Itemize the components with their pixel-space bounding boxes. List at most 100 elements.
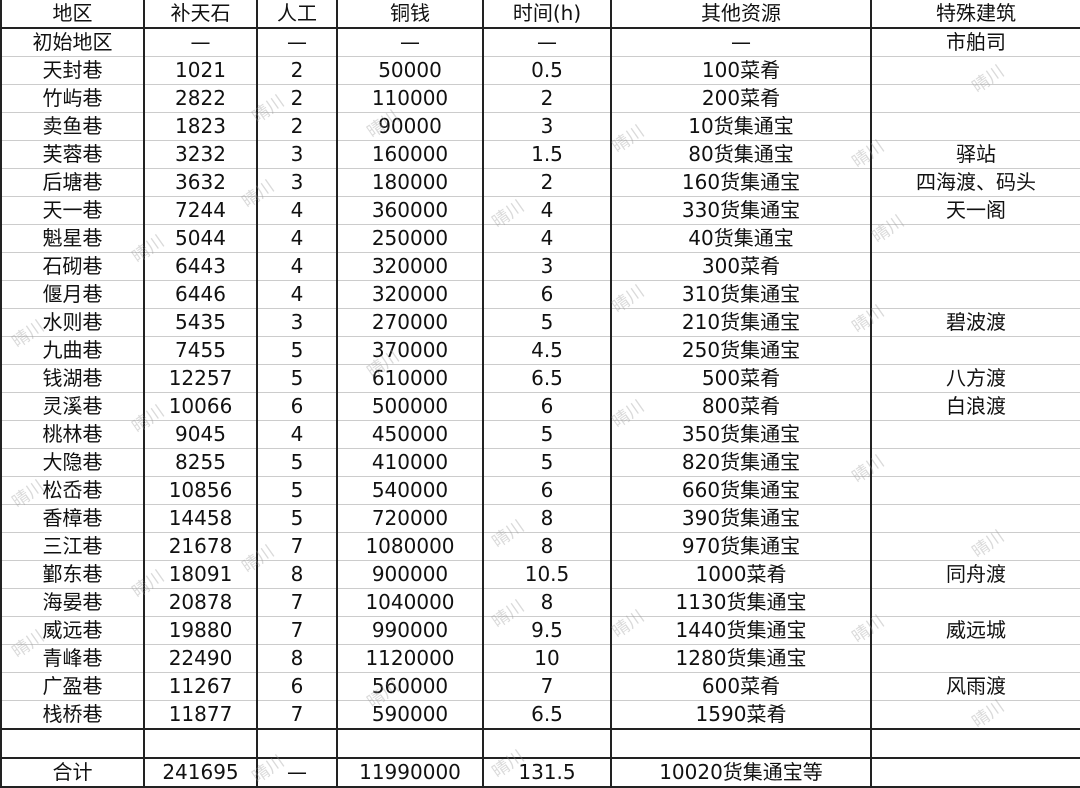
table-cell: 7 [256,532,338,561]
table-cell: 250000 [336,224,484,253]
table-row: 初始地区 — — — — — 市舶司 [0,28,1080,57]
table-cell: 3232 [143,140,258,169]
column-header: 补天石 [143,0,258,29]
table-cell: 4 [256,252,338,281]
empty-cell [0,728,145,759]
table-cell: 820货集通宝 [610,448,872,477]
table-row: 鄞东巷 18091 8 900000 10.5 1000菜肴 同舟渡 [0,560,1080,589]
table-cell: 350货集通宝 [610,420,872,449]
table-cell: 5 [482,308,612,337]
table-cell: 1000菜肴 [610,560,872,589]
table-row: 竹屿巷 2822 2 110000 2 200菜肴 [0,84,1080,113]
table-cell: 10货集通宝 [610,112,872,141]
table-cell: 魁星巷 [0,224,145,253]
table-row: 灵溪巷 10066 6 500000 6 800菜肴 白浪渡 [0,392,1080,421]
table-cell: 市舶司 [870,28,1080,57]
table-cell: 450000 [336,420,484,449]
header-row: 地区 补天石 人工 铜钱 时间(h) 其他资源 特殊建筑 [0,0,1080,29]
table-cell: 3 [482,252,612,281]
table-cell: 钱湖巷 [0,364,145,393]
table-cell: 1823 [143,112,258,141]
table-row: 海晏巷 20878 7 1040000 8 1130货集通宝 [0,588,1080,617]
table-cell: 360000 [336,196,484,225]
table-cell: 1280货集通宝 [610,644,872,673]
table-cell: 9.5 [482,616,612,645]
table-cell: 4 [256,280,338,309]
table-cell: 390货集通宝 [610,504,872,533]
table-cell: 22490 [143,644,258,673]
table-cell: 5 [256,364,338,393]
table-cell: 竹屿巷 [0,84,145,113]
table-cell: 160货集通宝 [610,168,872,197]
table-row: 香樟巷 14458 5 720000 8 390货集通宝 [0,504,1080,533]
table-cell: 500菜肴 [610,364,872,393]
table-cell: 7244 [143,196,258,225]
table-cell [870,700,1080,730]
table-cell: 250货集通宝 [610,336,872,365]
table-cell [870,252,1080,281]
table-cell: 天一巷 [0,196,145,225]
table-cell: 8 [256,644,338,673]
table-cell [870,504,1080,533]
table-cell: 660货集通宝 [610,476,872,505]
table-cell: 初始地区 [0,28,145,57]
table-cell: — [610,28,872,57]
table-cell: 11877 [143,700,258,730]
table-cell: 风雨渡 [870,672,1080,701]
table-row: 后塘巷 3632 3 180000 2 160货集通宝 四海渡、码头 [0,168,1080,197]
table-cell: 驿站 [870,140,1080,169]
column-header: 地区 [0,0,145,29]
table-cell: 1.5 [482,140,612,169]
table-cell: 310货集通宝 [610,280,872,309]
table-row: 魁星巷 5044 4 250000 4 40货集通宝 [0,224,1080,253]
table-cell: 19880 [143,616,258,645]
table-cell: 7 [482,672,612,701]
table-cell: 1440货集通宝 [610,616,872,645]
table-cell [870,280,1080,309]
table-cell: 4 [482,196,612,225]
table-cell: 天一阁 [870,196,1080,225]
table-cell: 松岙巷 [0,476,145,505]
table-cell: 12257 [143,364,258,393]
blank-row [0,728,1080,759]
table-cell: 10066 [143,392,258,421]
column-header: 时间(h) [482,0,612,29]
table-row: 卖鱼巷 1823 2 90000 3 10货集通宝 [0,112,1080,141]
table-row: 天一巷 7244 4 360000 4 330货集通宝 天一阁 [0,196,1080,225]
table-cell: 800菜肴 [610,392,872,421]
table-cell: 5435 [143,308,258,337]
table-cell: 四海渡、码头 [870,168,1080,197]
table-cell: 石砌巷 [0,252,145,281]
table-cell: 5 [482,448,612,477]
table-cell: 6.5 [482,364,612,393]
table-row: 青峰巷 22490 8 1120000 10 1280货集通宝 [0,644,1080,673]
table-cell: 10 [482,644,612,673]
column-header: 铜钱 [336,0,484,29]
table-cell [870,84,1080,113]
empty-cell [870,728,1080,759]
table-cell: 200菜肴 [610,84,872,113]
table-cell: 后塘巷 [0,168,145,197]
table-cell [870,644,1080,673]
table-cell: 7 [256,616,338,645]
table-cell: 白浪渡 [870,392,1080,421]
table-cell: 330货集通宝 [610,196,872,225]
table-cell: 320000 [336,280,484,309]
table-row: 广盈巷 11267 6 560000 7 600菜肴 风雨渡 [0,672,1080,701]
table-cell: 2 [482,168,612,197]
table-cell: 2 [256,84,338,113]
table-cell: 600菜肴 [610,672,872,701]
table-cell: 威远城 [870,616,1080,645]
table-cell [870,588,1080,617]
table-row: 三江巷 21678 7 1080000 8 970货集通宝 [0,532,1080,561]
table-cell: 210货集通宝 [610,308,872,337]
table-cell: 21678 [143,532,258,561]
table-cell: 威远巷 [0,616,145,645]
table-cell: 4 [256,196,338,225]
table-cell [870,112,1080,141]
table-cell: 7 [256,588,338,617]
empty-cell [143,728,258,759]
table-cell: 九曲巷 [0,336,145,365]
table-cell [870,336,1080,365]
table-cell: 碧波渡 [870,308,1080,337]
